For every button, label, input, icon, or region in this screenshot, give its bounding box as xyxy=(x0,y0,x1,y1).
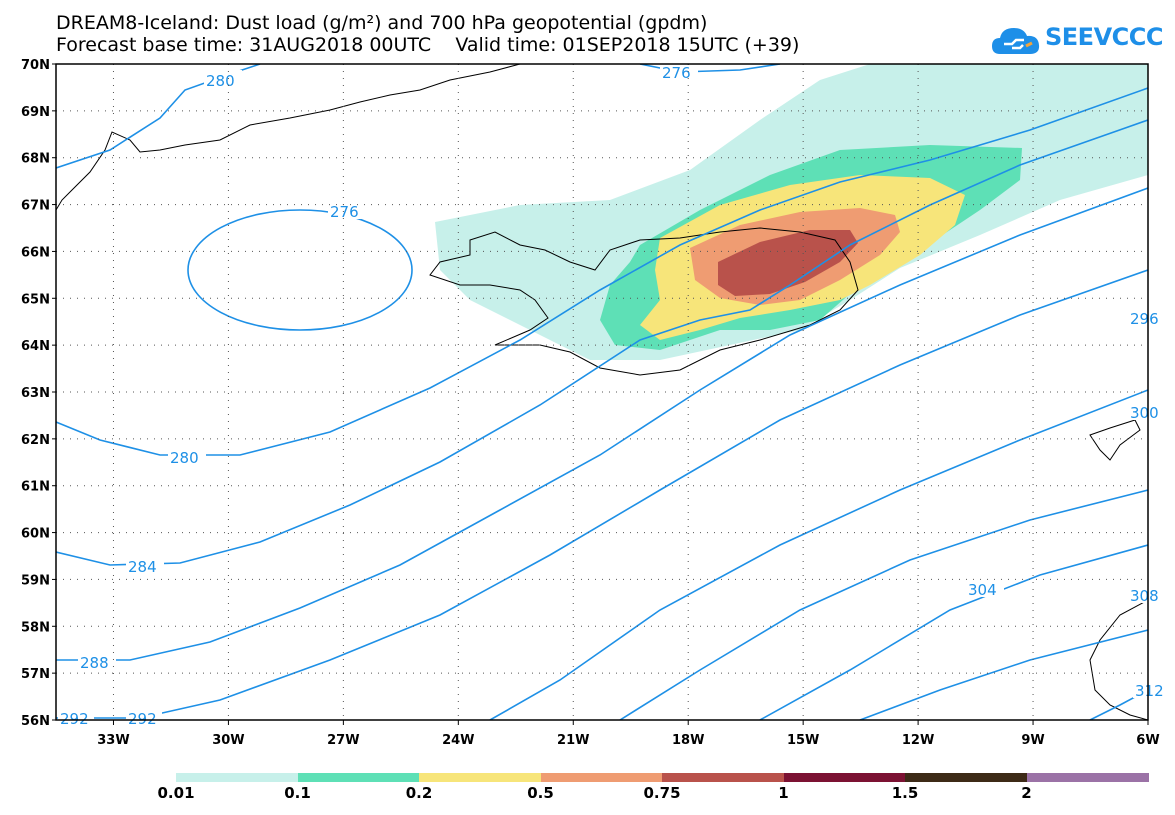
lon-label: 9W xyxy=(1021,733,1044,748)
contour-label: 296 xyxy=(1130,310,1159,328)
contour-label: 280 xyxy=(170,449,199,467)
scotland-coast xyxy=(1089,599,1148,720)
contour-276-closed xyxy=(187,209,413,331)
lon-label: 24W xyxy=(442,733,474,748)
contour-308 xyxy=(859,629,1148,720)
chart-title: DREAM8-Iceland: Dust load (g/m²) and 700… xyxy=(56,12,708,34)
legend-swatch xyxy=(1026,773,1149,782)
contour-288 xyxy=(56,187,1148,661)
legend-label: 1.5 xyxy=(891,784,919,802)
seevccc-logo: SEEVCCC xyxy=(990,18,1164,58)
lat-label: 58N xyxy=(21,620,50,635)
lat-label: 59N xyxy=(21,573,50,588)
legend-label: 0.01 xyxy=(157,784,195,802)
lon-label: 27W xyxy=(327,733,359,748)
contour-label: 300 xyxy=(1130,404,1159,422)
contour-label: 304 xyxy=(968,581,997,599)
legend-label: 0.5 xyxy=(527,784,554,802)
lat-label: 65N xyxy=(21,292,50,307)
dust-0.75-area xyxy=(718,230,858,296)
contour-label: 312 xyxy=(1135,682,1164,700)
lat-label: 57N xyxy=(21,667,50,682)
legend-label: 0.75 xyxy=(643,784,681,802)
contour-284 xyxy=(56,119,1148,566)
contour-label: 308 xyxy=(1130,587,1159,605)
graticule xyxy=(56,64,1148,720)
contour-label: 276 xyxy=(662,64,691,82)
legend-label: 0.1 xyxy=(284,784,311,802)
latitude-labels: 70N 69N 68N 67N 66N 65N 64N 63N 62N 61N 60N 59N 58N 5… xyxy=(21,58,56,729)
contour-300 xyxy=(619,489,1148,720)
longitude-labels: 33W 30W 27W 24W 21W 18W 15W 12W 9W 6W xyxy=(97,720,1160,748)
lat-label: 69N xyxy=(21,105,50,120)
lat-label: 66N xyxy=(21,245,50,260)
legend-swatch xyxy=(783,773,906,782)
contour-296 xyxy=(489,389,1148,720)
greenland-coast xyxy=(56,64,521,211)
lon-label: 18W xyxy=(672,733,704,748)
lat-label: 62N xyxy=(21,433,50,448)
legend-label: 0.2 xyxy=(405,784,433,802)
contour-label: 288 xyxy=(80,654,109,672)
contour-label: 276 xyxy=(330,203,359,221)
faroe-coast xyxy=(1089,419,1141,461)
legend-swatch xyxy=(419,773,541,782)
legend-swatch xyxy=(662,773,784,782)
lat-label: 60N xyxy=(21,527,50,542)
legend-label: 2 xyxy=(1021,784,1032,802)
iceland-coast xyxy=(429,227,859,376)
lon-label: 12W xyxy=(902,733,934,748)
legend-swatch xyxy=(905,773,1027,782)
legend-label: 1 xyxy=(778,784,789,802)
contour-labels: 280 276 276 280 284 288 292 292 296 300 … xyxy=(58,62,1164,728)
lon-label: 21W xyxy=(557,733,589,748)
contour-label: 292 xyxy=(60,710,89,728)
lat-label: 68N xyxy=(21,152,50,167)
lon-label: 15W xyxy=(787,733,819,748)
chart-subtitle: Forecast base time: 31AUG2018 00UTC Vali… xyxy=(56,34,800,56)
contour-label: 284 xyxy=(128,558,157,576)
contour-292 xyxy=(56,269,1148,719)
contour-304 xyxy=(759,544,1148,720)
lat-label: 67N xyxy=(21,199,50,214)
lat-label: 56N xyxy=(21,714,50,729)
lat-label: 64N xyxy=(21,339,50,354)
lat-label: 61N xyxy=(21,480,50,495)
legend-swatch xyxy=(176,773,298,782)
lat-label: 70N xyxy=(21,58,50,73)
lat-label: 63N xyxy=(21,386,50,401)
logo-text: SEEVCCC xyxy=(1045,23,1164,51)
lon-label: 6W xyxy=(1136,733,1159,748)
lon-label: 30W xyxy=(212,733,244,748)
contour-label: 280 xyxy=(206,72,235,90)
dust-load-layer xyxy=(435,64,1148,360)
contour-label: 292 xyxy=(128,710,157,728)
lon-label: 33W xyxy=(97,733,129,748)
legend-swatch xyxy=(540,773,663,782)
coastlines xyxy=(56,64,1148,720)
cloud-icon xyxy=(992,28,1040,54)
legend-swatch xyxy=(297,773,420,782)
